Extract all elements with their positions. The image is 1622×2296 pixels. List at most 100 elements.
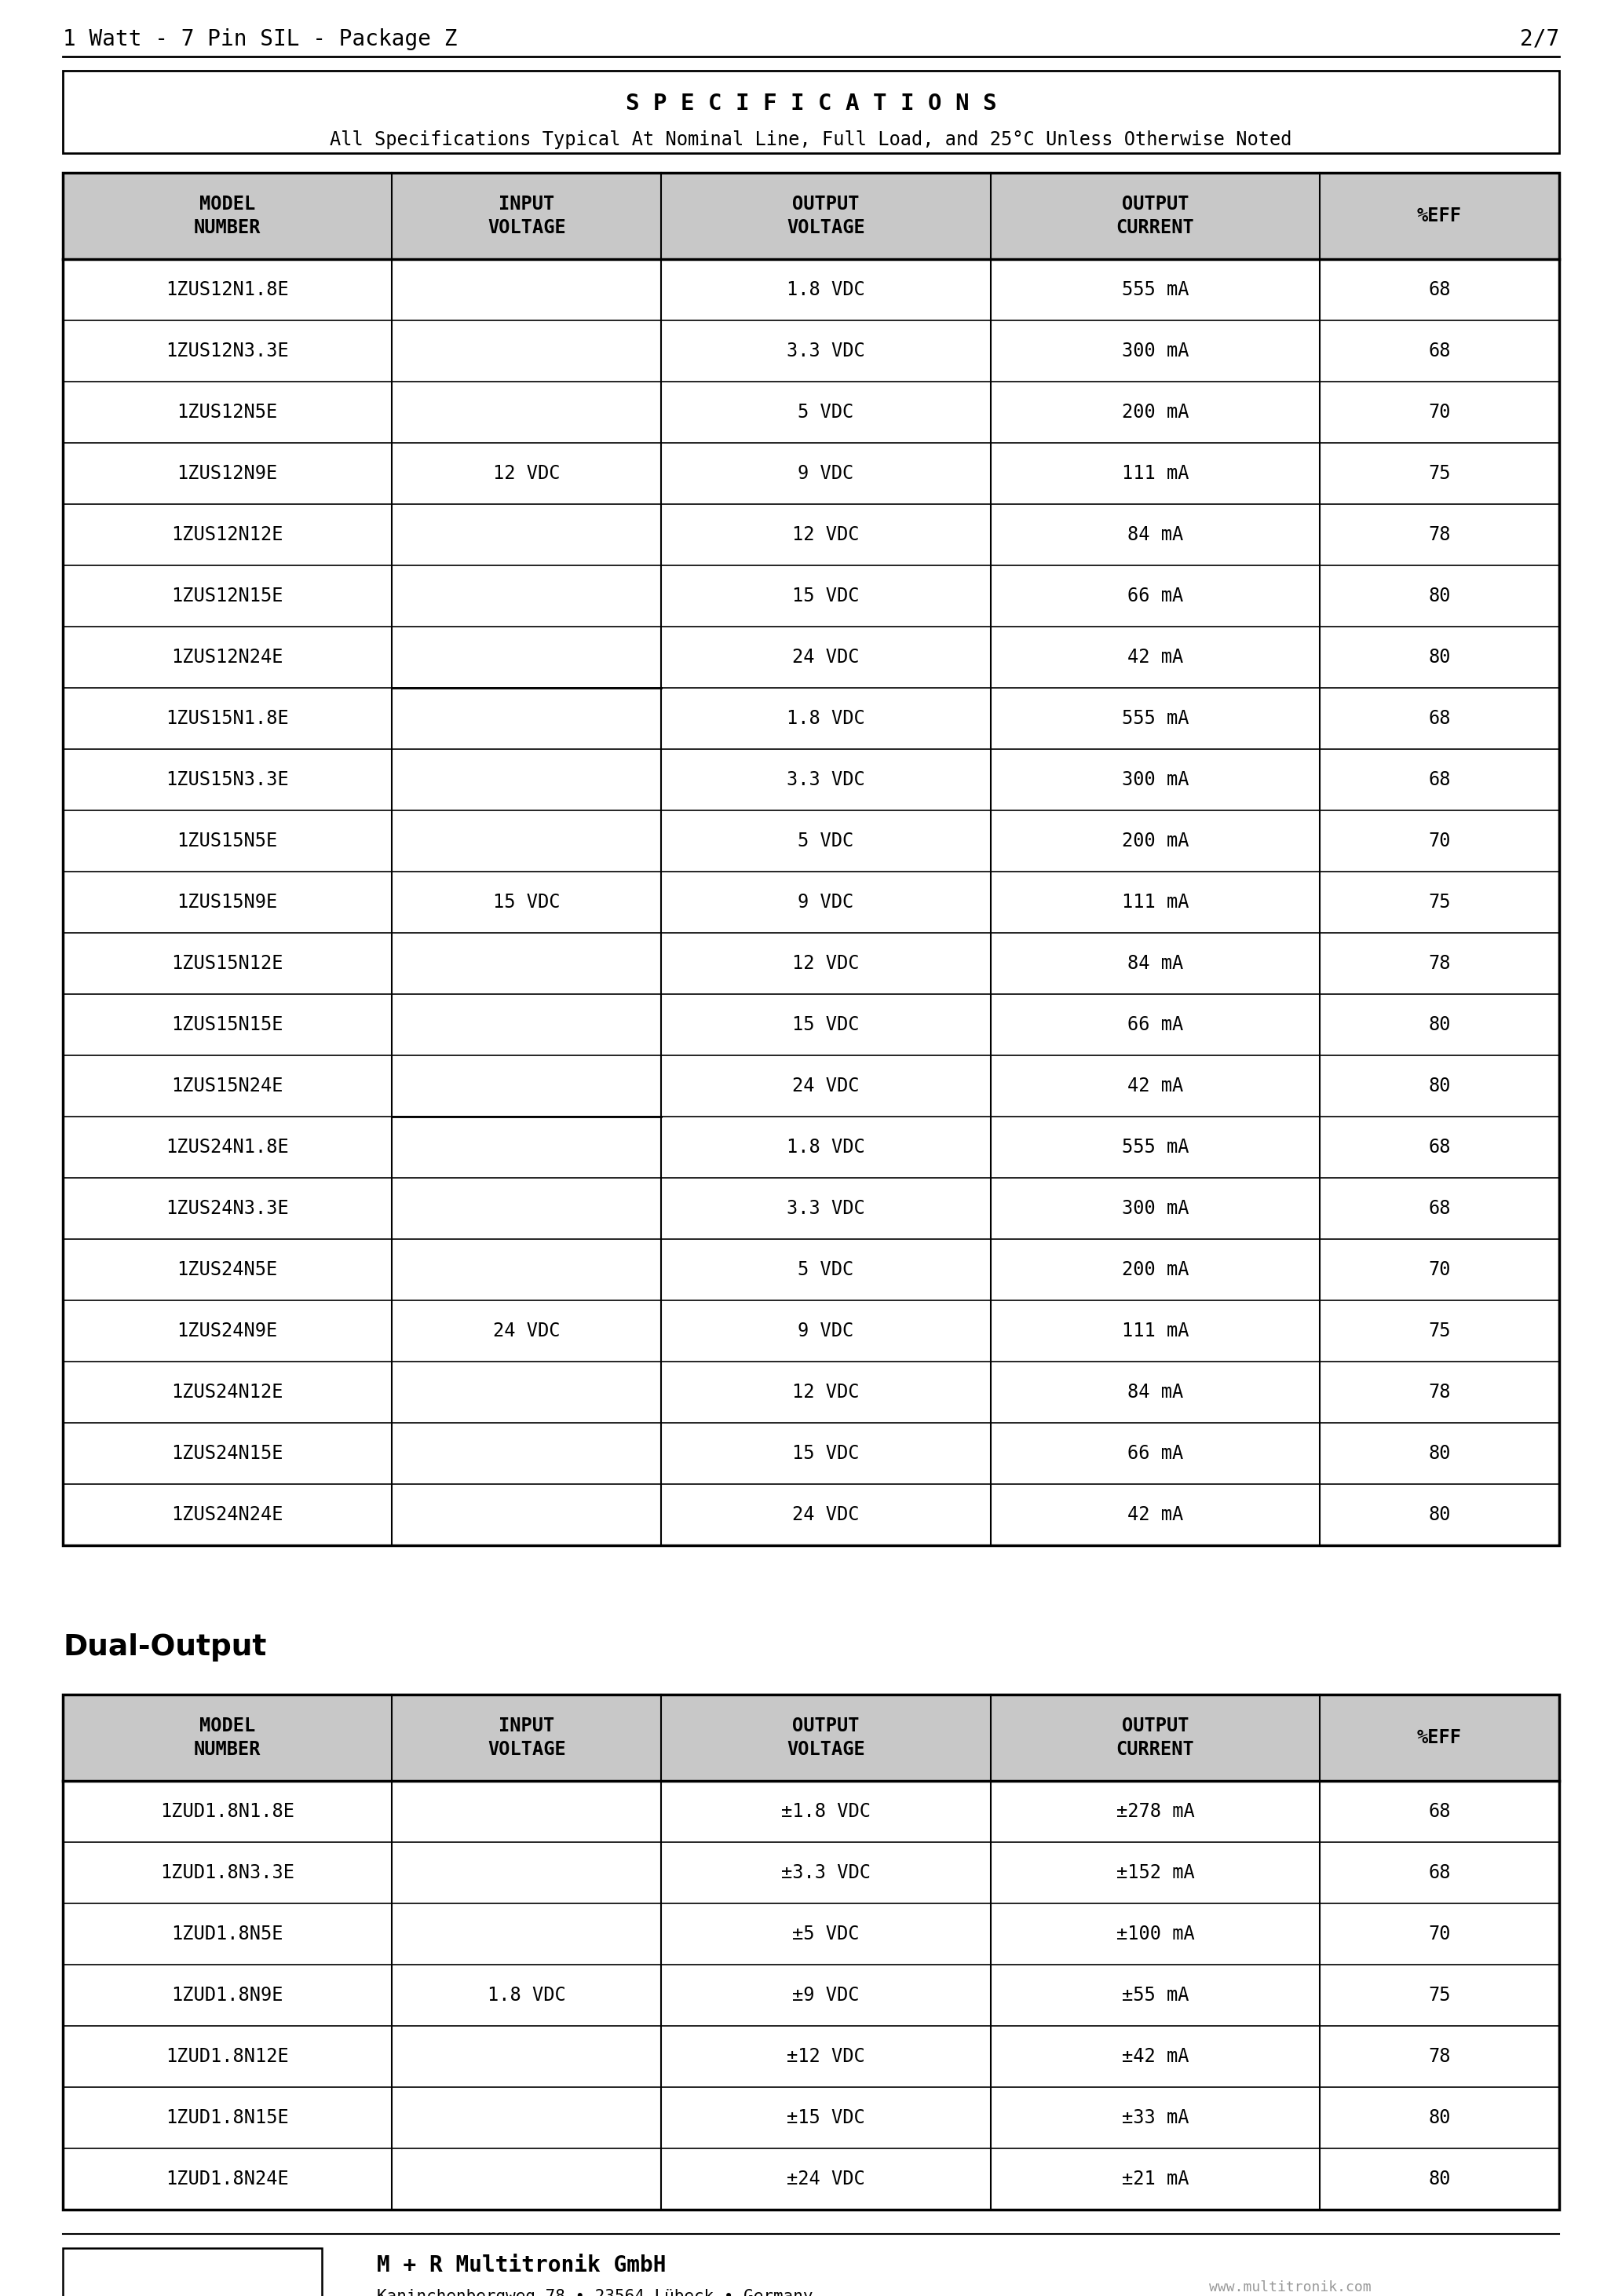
Text: ±100 mA: ±100 mA — [1116, 1924, 1194, 1942]
Text: 80: 80 — [1429, 1506, 1450, 1525]
Text: 15 VDC: 15 VDC — [793, 585, 860, 606]
Text: 555 mA: 555 mA — [1121, 709, 1189, 728]
Text: ±15 VDC: ±15 VDC — [787, 2108, 865, 2126]
FancyBboxPatch shape — [63, 172, 1559, 1545]
Text: 1ZUS12N1.8E: 1ZUS12N1.8E — [165, 280, 289, 298]
Text: 1.8 VDC: 1.8 VDC — [787, 280, 865, 298]
Text: 75: 75 — [1429, 1986, 1450, 2004]
Text: 1ZUS15N15E: 1ZUS15N15E — [172, 1015, 284, 1033]
Text: 80: 80 — [1429, 2108, 1450, 2126]
Text: 66 mA: 66 mA — [1127, 1015, 1182, 1033]
Text: 1ZUS12N12E: 1ZUS12N12E — [172, 526, 284, 544]
Text: 80: 80 — [1429, 585, 1450, 606]
Text: 68: 68 — [1429, 342, 1450, 360]
Text: ±3.3 VDC: ±3.3 VDC — [782, 1864, 871, 1883]
Text: 66 mA: 66 mA — [1127, 1444, 1182, 1463]
Text: 1ZUS12N3.3E: 1ZUS12N3.3E — [165, 342, 289, 360]
Text: ±42 mA: ±42 mA — [1121, 2048, 1189, 2066]
Text: 24 VDC: 24 VDC — [493, 1322, 560, 1341]
Text: 12 VDC: 12 VDC — [793, 526, 860, 544]
Text: OUTPUT
CURRENT: OUTPUT CURRENT — [1116, 1717, 1194, 1759]
Text: 1ZUS24N24E: 1ZUS24N24E — [172, 1506, 284, 1525]
Text: 42 mA: 42 mA — [1127, 1506, 1182, 1525]
Text: 1ZUS12N15E: 1ZUS12N15E — [172, 585, 284, 606]
Text: ±152 mA: ±152 mA — [1116, 1864, 1194, 1883]
Text: 68: 68 — [1429, 1199, 1450, 1217]
FancyBboxPatch shape — [63, 1694, 1559, 2209]
Text: 78: 78 — [1429, 526, 1450, 544]
Text: ±9 VDC: ±9 VDC — [793, 1986, 860, 2004]
Text: 42 mA: 42 mA — [1127, 647, 1182, 666]
Text: %EFF: %EFF — [1418, 1729, 1461, 1747]
Text: 1 Watt - 7 Pin SIL - Package Z: 1 Watt - 7 Pin SIL - Package Z — [63, 28, 457, 51]
Text: S P E C I F I C A T I O N S: S P E C I F I C A T I O N S — [626, 92, 996, 115]
Text: 75: 75 — [1429, 893, 1450, 912]
Text: 1ZUS24N12E: 1ZUS24N12E — [172, 1382, 284, 1401]
Text: 70: 70 — [1429, 402, 1450, 422]
Text: 2/7: 2/7 — [1520, 28, 1559, 51]
Text: 24 VDC: 24 VDC — [793, 647, 860, 666]
Text: MODEL
NUMBER: MODEL NUMBER — [195, 1717, 261, 1759]
Text: 1ZUD1.8N5E: 1ZUD1.8N5E — [172, 1924, 284, 1942]
Text: 80: 80 — [1429, 1015, 1450, 1033]
Text: 1.8 VDC: 1.8 VDC — [488, 1986, 566, 2004]
Text: 1ZUS12N24E: 1ZUS12N24E — [172, 647, 284, 666]
Text: 1ZUS15N3.3E: 1ZUS15N3.3E — [165, 769, 289, 790]
Text: 1ZUS24N15E: 1ZUS24N15E — [172, 1444, 284, 1463]
Text: 1ZUS24N9E: 1ZUS24N9E — [177, 1322, 277, 1341]
Text: 80: 80 — [1429, 1077, 1450, 1095]
Text: 78: 78 — [1429, 1382, 1450, 1401]
FancyBboxPatch shape — [63, 1694, 1559, 1782]
Text: 3.3 VDC: 3.3 VDC — [787, 769, 865, 790]
Text: 1.8 VDC: 1.8 VDC — [787, 1139, 865, 1157]
Text: INPUT
VOLTAGE: INPUT VOLTAGE — [488, 195, 566, 236]
Text: 70: 70 — [1429, 1924, 1450, 1942]
Text: 200 mA: 200 mA — [1121, 402, 1189, 422]
Text: ±33 mA: ±33 mA — [1121, 2108, 1189, 2126]
Text: OUTPUT
CURRENT: OUTPUT CURRENT — [1116, 195, 1194, 236]
Text: INPUT
VOLTAGE: INPUT VOLTAGE — [488, 1717, 566, 1759]
Text: Multitronik GmbH: Multitronik GmbH — [118, 2262, 266, 2275]
Text: 24 VDC: 24 VDC — [793, 1506, 860, 1525]
Text: ±21 mA: ±21 mA — [1121, 2170, 1189, 2188]
Text: 300 mA: 300 mA — [1121, 342, 1189, 360]
Text: 80: 80 — [1429, 2170, 1450, 2188]
Text: 1ZUS24N5E: 1ZUS24N5E — [177, 1261, 277, 1279]
Text: 9 VDC: 9 VDC — [798, 893, 853, 912]
Text: 42 mA: 42 mA — [1127, 1077, 1182, 1095]
Text: 84 mA: 84 mA — [1127, 526, 1182, 544]
Text: 3.3 VDC: 3.3 VDC — [787, 1199, 865, 1217]
Text: 1ZUS15N12E: 1ZUS15N12E — [172, 955, 284, 974]
Text: 300 mA: 300 mA — [1121, 1199, 1189, 1217]
Text: 15 VDC: 15 VDC — [493, 893, 560, 912]
Text: Dual-Output: Dual-Output — [63, 1632, 266, 1662]
FancyBboxPatch shape — [63, 172, 1559, 259]
Text: 9 VDC: 9 VDC — [798, 464, 853, 482]
Text: 1ZUS15N5E: 1ZUS15N5E — [177, 831, 277, 850]
Text: MODEL
NUMBER: MODEL NUMBER — [195, 195, 261, 236]
Text: 111 mA: 111 mA — [1121, 1322, 1189, 1341]
Text: 70: 70 — [1429, 1261, 1450, 1279]
Text: 80: 80 — [1429, 647, 1450, 666]
Text: 12 VDC: 12 VDC — [793, 955, 860, 974]
Text: 1ZUS12N5E: 1ZUS12N5E — [177, 402, 277, 422]
Text: 84 mA: 84 mA — [1127, 955, 1182, 974]
Text: 1ZUD1.8N12E: 1ZUD1.8N12E — [165, 2048, 289, 2066]
Text: 1ZUD1.8N24E: 1ZUD1.8N24E — [165, 2170, 289, 2188]
Text: 3.3 VDC: 3.3 VDC — [787, 342, 865, 360]
Text: 24 VDC: 24 VDC — [793, 1077, 860, 1095]
Text: 111 mA: 111 mA — [1121, 464, 1189, 482]
Text: 111 mA: 111 mA — [1121, 893, 1189, 912]
Text: 75: 75 — [1429, 464, 1450, 482]
Text: ±55 mA: ±55 mA — [1121, 1986, 1189, 2004]
Text: www.multitronik.com: www.multitronik.com — [1208, 2280, 1371, 2294]
Text: All Specifications Typical At Nominal Line, Full Load, and 25°C Unless Otherwise: All Specifications Typical At Nominal Li… — [329, 131, 1293, 149]
Text: OUTPUT
VOLTAGE: OUTPUT VOLTAGE — [787, 195, 865, 236]
Text: 12 VDC: 12 VDC — [493, 464, 560, 482]
Text: 1ZUS15N24E: 1ZUS15N24E — [172, 1077, 284, 1095]
Text: 68: 68 — [1429, 1864, 1450, 1883]
Text: 555 mA: 555 mA — [1121, 1139, 1189, 1157]
Text: Kaninchenbergweg 78 • 23564 Lübeck • Germany: Kaninchenbergweg 78 • 23564 Lübeck • Ger… — [376, 2289, 813, 2296]
Text: 5 VDC: 5 VDC — [798, 831, 853, 850]
Text: OUTPUT
VOLTAGE: OUTPUT VOLTAGE — [787, 1717, 865, 1759]
